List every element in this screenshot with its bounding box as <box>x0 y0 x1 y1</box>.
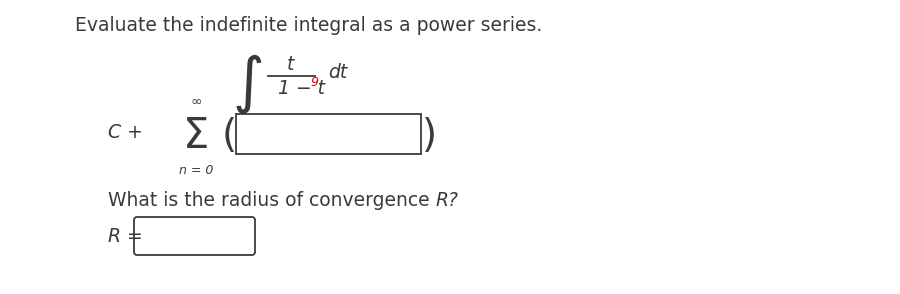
Text: ): ) <box>422 117 437 155</box>
FancyBboxPatch shape <box>236 114 421 154</box>
Text: dt: dt <box>328 63 347 81</box>
Text: R?: R? <box>436 191 459 210</box>
Text: (: ( <box>222 117 237 155</box>
Text: Σ: Σ <box>183 115 209 157</box>
Text: 9: 9 <box>310 76 318 89</box>
FancyBboxPatch shape <box>134 217 255 255</box>
Text: ∞: ∞ <box>190 95 202 109</box>
Text: C +: C + <box>108 123 143 141</box>
Text: 1 − t: 1 − t <box>278 79 325 98</box>
Text: R =: R = <box>108 226 143 245</box>
Text: Evaluate the indefinite integral as a power series.: Evaluate the indefinite integral as a po… <box>75 16 542 35</box>
Text: What is the radius of convergence: What is the radius of convergence <box>108 191 436 210</box>
Text: ∫: ∫ <box>232 54 264 113</box>
Text: t: t <box>286 54 293 74</box>
Text: n = 0: n = 0 <box>179 163 213 176</box>
